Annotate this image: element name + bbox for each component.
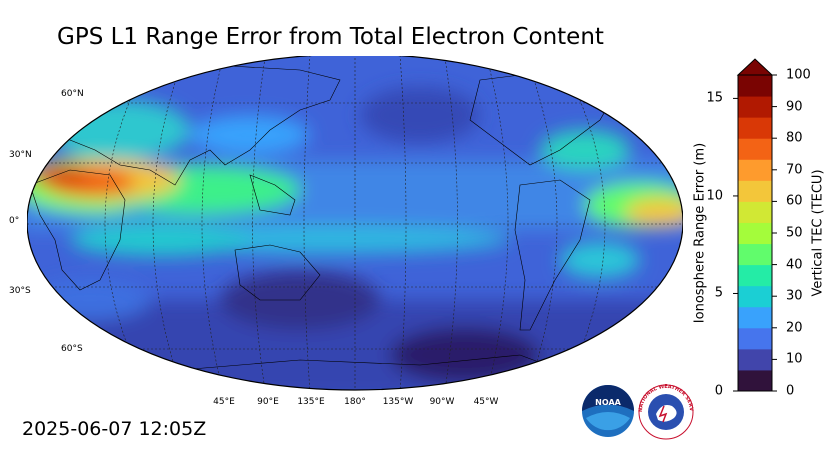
colorbar-ticks xyxy=(733,74,777,392)
colorbar-extend-arrow xyxy=(736,58,774,76)
lon-label-180: 180° xyxy=(344,397,366,407)
colorbar-right-tick-label: 40 xyxy=(786,257,803,273)
colorbar-segment xyxy=(738,222,772,245)
colorbar-segment xyxy=(738,117,772,139)
colorbar-right-tick-label: 0 xyxy=(786,383,795,399)
lon-label-45e: 45°E xyxy=(213,397,235,407)
colorbar-left-tick-label: 0 xyxy=(714,383,723,399)
colorbar-segment xyxy=(738,201,772,223)
lon-label-90e: 90°E xyxy=(257,397,279,407)
lat-label-0: 0° xyxy=(9,216,20,226)
lat-label-60s: 60°S xyxy=(61,344,83,354)
colorbar-right-axis-label: Vertical TEC (TECU) xyxy=(810,169,826,297)
colorbar-left-tick-label: 5 xyxy=(714,285,723,301)
noaa-logo-text: NOAA xyxy=(595,398,621,407)
noaa-logo: NOAA xyxy=(582,385,634,437)
colorbar-right-tick-label: 90 xyxy=(786,99,803,115)
colorbar-segment xyxy=(738,243,772,266)
colorbar-segment xyxy=(738,159,772,181)
lon-label-135e: 135°E xyxy=(297,397,325,407)
colorbar-right-tick-label: 70 xyxy=(786,162,803,178)
map-boundary xyxy=(27,56,683,391)
lon-label-90w: 90°W xyxy=(429,397,455,407)
colorbar-left-tick-label: 15 xyxy=(706,90,723,106)
colorbar-right-tick-label: 100 xyxy=(786,67,811,83)
graticule xyxy=(27,56,683,390)
map-title: GPS L1 Range Error from Total Electron C… xyxy=(57,24,604,50)
colorbar-segment xyxy=(738,75,772,97)
lon-label-45w: 45°W xyxy=(473,397,499,407)
colorbar-segment xyxy=(738,369,772,392)
colorbar-segment xyxy=(738,348,772,371)
colorbar-right-tick-label: 80 xyxy=(786,130,803,146)
colorbar-segment xyxy=(738,96,772,118)
lat-label-30s: 30°S xyxy=(9,286,31,296)
colorbar-segment xyxy=(738,327,772,350)
colorbar-right-tick-label: 50 xyxy=(786,225,803,241)
logos: NOAA NATIONAL WEATHER SERVICE xyxy=(580,384,694,440)
lat-label-30n: 30°N xyxy=(9,150,32,160)
colorbar-right-tick-label: 30 xyxy=(786,288,803,304)
lat-label-60n: 60°N xyxy=(61,89,84,99)
colorbar-right-tick-label: 10 xyxy=(786,351,803,367)
colorbar-segments xyxy=(738,75,772,392)
colorbar-left-axis-label: Ionosphere Range Error (m) xyxy=(692,142,708,324)
colorbar-segment xyxy=(738,138,772,160)
colorbar-segment xyxy=(738,306,772,329)
colorbar-left-tick-label: 10 xyxy=(706,188,723,204)
tec-field xyxy=(27,56,683,390)
colorbar-segment xyxy=(738,180,772,202)
lon-label-135w: 135°W xyxy=(382,397,414,407)
colorbar-segment xyxy=(738,285,772,308)
timestamp: 2025-06-07 12:05Z xyxy=(22,418,207,440)
colorbar-right-tick-label: 20 xyxy=(786,320,803,336)
colorbar-segment xyxy=(738,264,772,287)
colorbar-right-tick-label: 60 xyxy=(786,193,803,209)
